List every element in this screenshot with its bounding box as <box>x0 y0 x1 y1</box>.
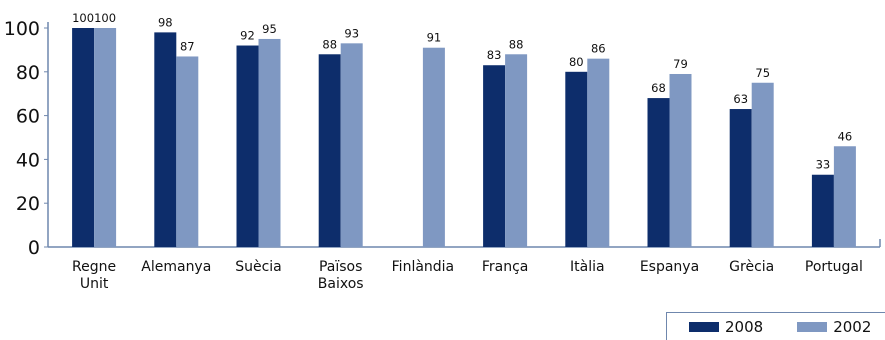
bar-2008 <box>236 45 259 247</box>
legend-item-2002: 2002 <box>797 318 871 336</box>
legend: 2008 2002 <box>666 312 885 340</box>
bar-2002 <box>340 43 363 247</box>
value-label-2008: 80 <box>569 55 584 69</box>
category-label: Unit <box>80 276 109 292</box>
y-tick-label: 0 <box>28 237 40 259</box>
bar-2002 <box>94 28 117 247</box>
value-label-2002: 75 <box>755 66 770 80</box>
bar-2002 <box>505 54 528 247</box>
y-tick-label: 20 <box>16 193 40 215</box>
value-label-2008: 88 <box>322 37 337 51</box>
bar-2002 <box>587 58 610 247</box>
legend-label-2002: 2002 <box>833 317 872 336</box>
bar-2002 <box>833 146 856 247</box>
legend-swatch-2008 <box>689 321 719 332</box>
y-tick-label: 40 <box>16 149 40 171</box>
value-label-2008: 100 <box>72 11 94 25</box>
bar-2008 <box>72 28 95 247</box>
bar-2008 <box>154 32 177 247</box>
category-label: Alemanya <box>141 259 211 275</box>
value-label-2008: 92 <box>240 29 255 43</box>
category-label: Suècia <box>235 259 282 275</box>
value-label-2008: 98 <box>158 15 173 29</box>
y-tick-label: 80 <box>16 62 40 84</box>
category-label: Finlàndia <box>392 259 455 275</box>
value-label-2002: 46 <box>838 129 853 143</box>
bar-2002 <box>751 82 774 247</box>
value-label-2002: 79 <box>673 57 688 71</box>
legend-label-2008: 2008 <box>725 317 764 336</box>
category-label: Grècia <box>729 259 774 275</box>
bar-2002 <box>669 73 692 248</box>
value-label-2002: 91 <box>427 31 442 45</box>
value-label-2002: 93 <box>344 26 359 40</box>
bar-2002 <box>258 38 281 248</box>
value-label-2002: 87 <box>180 39 195 53</box>
value-label-2008: 68 <box>651 81 666 95</box>
category-label: Regne <box>72 259 116 275</box>
category-label: Països <box>319 259 362 275</box>
bar-2008 <box>565 71 588 247</box>
legend-item-2008: 2008 <box>689 318 763 336</box>
bar-2002 <box>422 47 445 248</box>
value-label-2002: 88 <box>509 37 524 51</box>
bar-2008 <box>318 54 341 247</box>
category-label: Itàlia <box>570 259 605 275</box>
value-label-2008: 63 <box>733 92 748 106</box>
category-label: França <box>482 259 529 275</box>
bar-2002 <box>176 56 199 247</box>
value-label-2008: 33 <box>816 158 831 172</box>
y-tick-label: 100 <box>4 18 40 40</box>
value-label-2002: 100 <box>94 11 116 25</box>
bar-2008 <box>811 174 834 247</box>
bar-2008 <box>729 109 752 247</box>
category-label: Portugal <box>805 259 863 275</box>
y-tick-label: 60 <box>16 106 40 128</box>
category-label: Baixos <box>318 276 364 292</box>
value-label-2002: 95 <box>262 22 277 36</box>
legend-swatch-2002 <box>797 321 828 332</box>
value-label-2002: 86 <box>591 42 606 56</box>
value-labels: 100 100 98 87 92 95 88 93 91 83 88 80 86 68 79 63 75 33 46 <box>72 11 852 172</box>
bar-2008 <box>647 98 670 247</box>
category-label: Espanya <box>640 259 699 275</box>
bar-2008 <box>483 65 506 247</box>
value-label-2008: 83 <box>487 48 502 62</box>
bars <box>72 28 856 248</box>
